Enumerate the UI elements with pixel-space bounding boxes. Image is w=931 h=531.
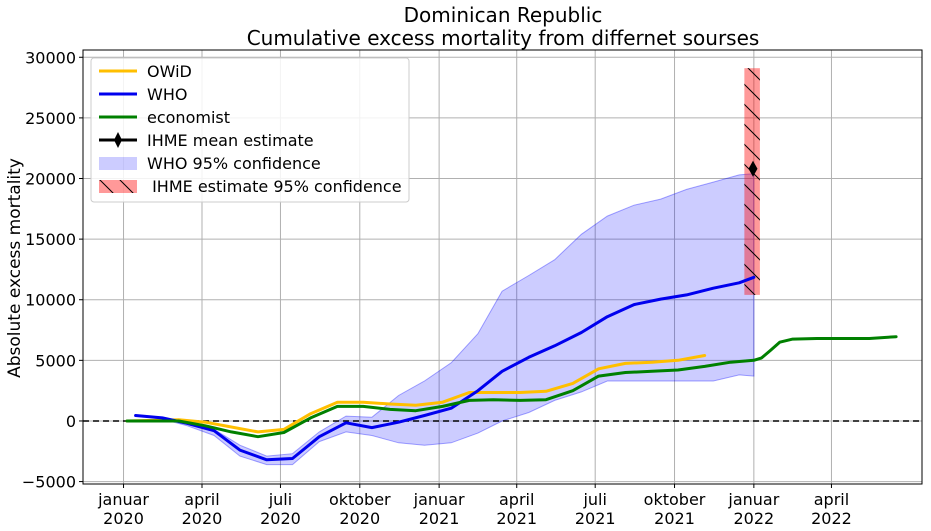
chart-title: Dominican Republic — [404, 3, 603, 27]
y-tick-label: 10000 — [25, 291, 76, 310]
series-line-who — [134, 275, 756, 462]
ihme-layer — [744, 68, 760, 295]
legend: OWiD WHO economist IHME mean estimate WH… — [90, 57, 410, 203]
x-tick-label-year: 2020 — [103, 509, 144, 528]
y-tick-label: 5000 — [35, 351, 76, 370]
legend-label-economist: economist — [147, 108, 230, 127]
x-tick-label-year: 2020 — [339, 509, 380, 528]
legend-label-owid: OWiD — [147, 62, 192, 81]
x-tick-label: oktober — [644, 490, 706, 509]
ihme-mean-marker — [748, 160, 758, 177]
x-tick-label: april — [814, 490, 849, 509]
y-tick-label: 30000 — [25, 48, 76, 67]
x-tick-label: oktober — [329, 490, 391, 509]
legend-label-ihme-ci: IHME estimate 95% confidence — [147, 177, 402, 196]
x-axis-ticks: januar2020april2020juli2020oktober2020ja… — [97, 484, 852, 528]
y-tick-label: 0 — [66, 412, 76, 431]
legend-label-who-band: WHO 95% confidence — [147, 154, 321, 173]
ihme-confidence-hatch — [744, 68, 760, 295]
y-axis-ticks: −5000 0 5000 10000 15000 20000 25000 30000 — [22, 48, 83, 492]
legend-swatch-ihme-ci-hatch — [99, 180, 137, 193]
x-tick-label-year: 2021 — [419, 509, 460, 528]
legend-swatch-ihme-diamond — [114, 132, 122, 148]
x-tick-label-year: 2021 — [575, 509, 616, 528]
series-line-owid — [125, 354, 707, 434]
legend-label-ihme-mean: IHME mean estimate — [147, 131, 314, 150]
x-tick-label-year: 2020 — [182, 509, 223, 528]
plot-frame — [82, 49, 923, 485]
legend-frame — [90, 57, 410, 203]
x-tick-label-year: 2022 — [733, 509, 774, 528]
x-tick-label-year: 2021 — [496, 509, 537, 528]
x-tick-label: januar — [727, 490, 779, 509]
x-tick-label: juli — [268, 490, 292, 509]
legend-label-who: WHO — [147, 85, 187, 104]
x-tick-label: april — [499, 490, 534, 509]
chart-subtitle: Cumulative excess mortality from differn… — [247, 26, 760, 50]
y-tick-label: −5000 — [22, 473, 76, 492]
x-tick-label: januar — [413, 490, 465, 509]
series-layer — [125, 275, 898, 462]
x-tick-label: januar — [97, 490, 149, 509]
ihme-mean-layer — [748, 160, 758, 177]
x-tick-label: juli — [582, 490, 606, 509]
y-axis-label: Absolute excess mortality — [5, 158, 25, 378]
x-tick-label: april — [184, 490, 219, 509]
x-tick-label-year: 2022 — [811, 509, 852, 528]
series-line-economist — [125, 335, 898, 439]
y-tick-label: 25000 — [25, 109, 76, 128]
y-tick-label: 20000 — [25, 170, 76, 189]
x-tick-label-year: 2021 — [654, 509, 695, 528]
x-tick-label-year: 2020 — [260, 509, 301, 528]
legend-swatch-who-band — [99, 157, 137, 170]
y-tick-label: 15000 — [25, 230, 76, 249]
